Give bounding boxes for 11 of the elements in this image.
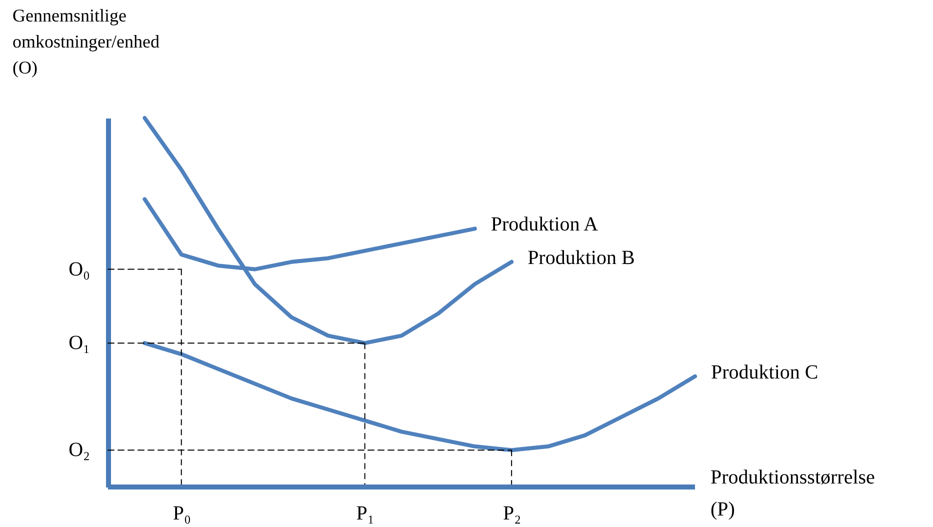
series-label: O₁ <box>68 332 90 354</box>
x-tick-label: P₁ <box>356 502 374 524</box>
series-label: Produktion C <box>711 361 818 384</box>
x-axis-title: Produktionsstørrelse (P) <box>710 466 876 520</box>
x-tick-label: P₂ <box>503 502 522 524</box>
x-tick-label: P₀ <box>172 502 191 524</box>
series-label: O₂ <box>68 439 90 462</box>
series-label: Produktion A <box>490 214 599 236</box>
series-label: O₀ <box>68 258 90 280</box>
y-axis-title: Gennemsnitlige omkostninger/enhed (O) <box>12 6 160 78</box>
series-label: Produktion B <box>528 246 635 269</box>
